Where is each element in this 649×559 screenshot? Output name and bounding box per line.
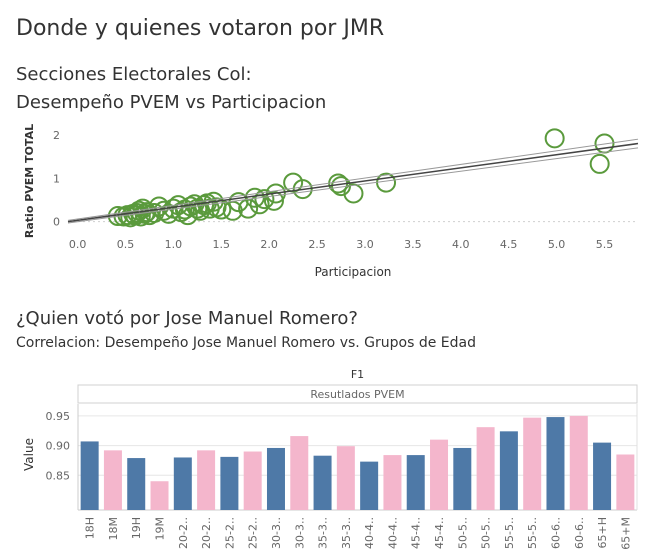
- bar: [430, 439, 449, 510]
- bar: [103, 450, 122, 510]
- x-tick-label: 60-6..: [549, 517, 562, 549]
- x-tick-label: 40-4..: [386, 517, 399, 549]
- scatter-point: [263, 190, 284, 211]
- bar: [406, 455, 425, 510]
- x-tick-label: 2.5: [308, 238, 326, 251]
- x-tick-label: 40-4..: [363, 517, 376, 549]
- x-tick-label: 20-2..: [177, 517, 190, 549]
- trend-line: [67, 147, 639, 224]
- y-tick-label: 2: [53, 129, 60, 142]
- x-tick-label: 1.5: [213, 238, 231, 251]
- x-tick-label: 55-5..: [503, 517, 516, 549]
- y-axis-label: Value: [22, 438, 36, 471]
- y-tick-label: 0.85: [46, 469, 71, 482]
- bar: [546, 417, 565, 510]
- y-tick-label: 1: [53, 172, 60, 185]
- x-tick-label: 4.0: [452, 238, 470, 251]
- x-tick-label: 65+H: [596, 517, 609, 549]
- x-tick-label: 65+M: [619, 517, 632, 550]
- bar-chart[interactable]: F1 Resutlados PVEM 0.85 0.90 0.95 18H 18M 19H 19…: [0, 364, 649, 554]
- x-tick-label: 0.0: [69, 238, 87, 251]
- facet-header-label: Resutlados PVEM: [310, 388, 404, 401]
- x-tick-label: 3.5: [404, 238, 422, 251]
- facet-title: F1: [351, 368, 364, 381]
- y-tick-label: 0.95: [46, 410, 71, 423]
- bar: [476, 427, 495, 510]
- scatter-point: [265, 183, 286, 204]
- bar: [173, 457, 192, 510]
- bar: [220, 456, 239, 510]
- bar: [290, 436, 309, 510]
- section1-title-line2: Desempeño PVEM vs Participacion: [16, 92, 327, 113]
- scatter-chart[interactable]: 0 1 2 0.0 0.5 1.0 1.5 2.0 2.5 3.0 3.5 4.0 4.5 5.0 5.5 P…: [0, 118, 649, 288]
- scatter-point: [184, 194, 205, 215]
- bar: [127, 458, 146, 510]
- x-tick-label: 30-3..: [293, 517, 306, 549]
- bar: [336, 446, 355, 510]
- x-tick-label: 19M: [154, 517, 167, 541]
- x-tick-label: 5.0: [548, 238, 566, 251]
- x-tick-label: 50-5..: [456, 517, 469, 549]
- trend-line: [67, 138, 639, 221]
- x-tick-label: 18M: [107, 517, 120, 541]
- bar: [453, 447, 472, 510]
- bar: [266, 447, 285, 510]
- x-tick-label: 19H: [130, 517, 143, 539]
- bar: [569, 415, 588, 510]
- section2-subtitle: Correlacion: Desempeño Jose Manuel Romer…: [16, 335, 476, 351]
- scatter-point: [254, 189, 275, 210]
- facet-header: [77, 384, 638, 404]
- bar: [499, 431, 518, 510]
- x-tick-label: 2.0: [260, 238, 278, 251]
- x-tick-label: 25-2..: [247, 517, 260, 549]
- x-tick-label: 60-6..: [573, 517, 586, 549]
- y-tick-label: 0.90: [46, 440, 71, 453]
- x-tick-label: 1.0: [165, 238, 183, 251]
- section1-title-line1: Secciones Electorales Col:: [16, 64, 252, 85]
- bar: [80, 441, 99, 510]
- bar: [150, 481, 169, 510]
- scatter-point: [343, 183, 364, 204]
- x-tick-label: 50-5..: [480, 517, 493, 549]
- x-tick-label: 5.5: [596, 238, 614, 251]
- x-tick-label: 35-3..: [317, 517, 330, 549]
- trend-line: [67, 142, 639, 223]
- x-tick-label: 3.0: [356, 238, 374, 251]
- bar: [616, 454, 635, 510]
- x-tick-label: 35-3..: [340, 517, 353, 549]
- x-tick-label: 55-5..: [526, 517, 539, 549]
- bar: [243, 451, 262, 510]
- x-tick-label: 20-2..: [200, 517, 213, 549]
- x-tick-label: 25-2..: [223, 517, 236, 549]
- x-tick-label: 18H: [84, 517, 97, 539]
- scatter-point: [589, 153, 610, 174]
- bar: [313, 455, 332, 510]
- scatter-point: [130, 206, 151, 227]
- section2-title: ¿Quien votó por Jose Manuel Romero?: [16, 308, 358, 329]
- x-tick-label: 0.5: [117, 238, 135, 251]
- bar: [197, 450, 216, 510]
- bar: [383, 455, 402, 510]
- x-tick-label: 45-4..: [433, 517, 446, 549]
- x-axis-label: Participacion: [315, 265, 392, 279]
- bar: [360, 461, 379, 510]
- dashboard-title: Donde y quienes votaron por JMR: [16, 16, 385, 41]
- bar: [593, 442, 612, 510]
- scatter-point: [292, 179, 313, 200]
- y-tick-label: 0: [53, 216, 60, 229]
- y-axis-label: Ratio PVEM TOTAL: [23, 124, 36, 238]
- x-tick-label: 4.5: [500, 238, 518, 251]
- bar: [523, 417, 542, 510]
- x-tick-label: 45-4..: [410, 517, 423, 549]
- scatter-point: [544, 128, 565, 149]
- x-tick-label: 30-3..: [270, 517, 283, 549]
